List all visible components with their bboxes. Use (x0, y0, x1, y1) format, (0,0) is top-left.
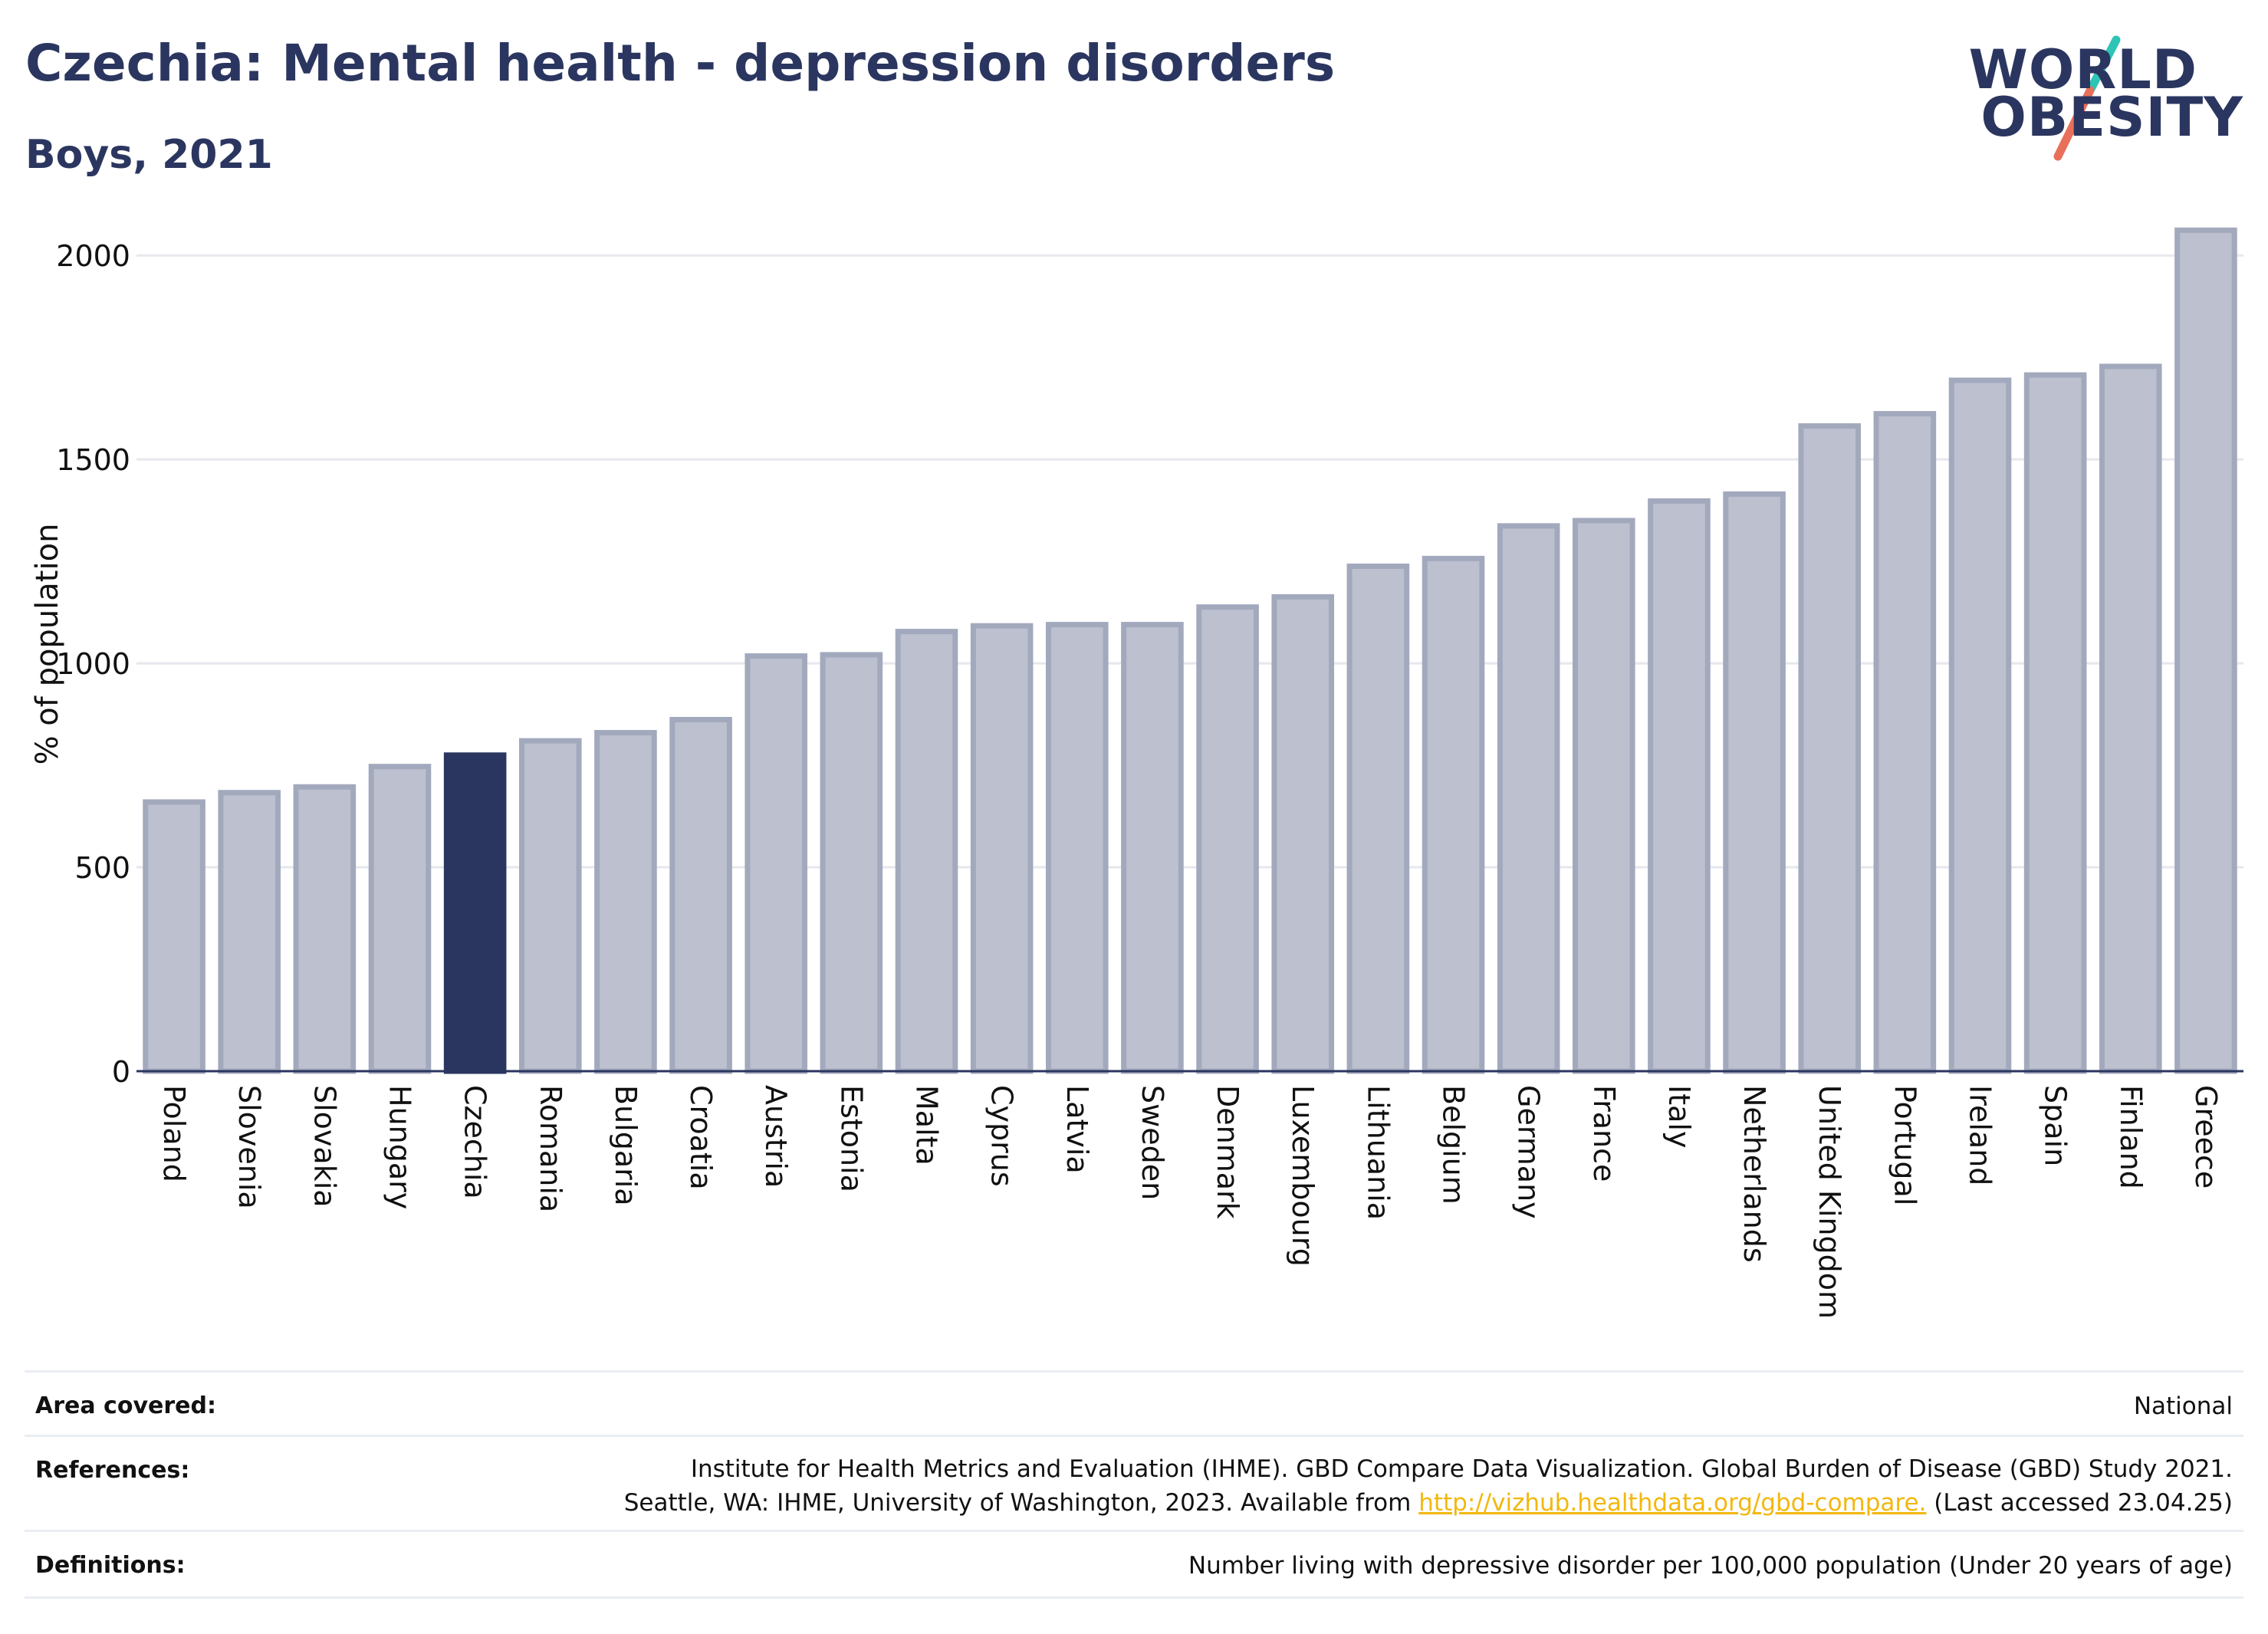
bar-latvia[interactable] (1045, 622, 1109, 1074)
y-tick-label: 0 (112, 1055, 130, 1089)
x-tick-label: Cyprus (985, 1085, 1019, 1187)
bar-belgium[interactable] (1422, 555, 1485, 1074)
bar-croatia[interactable] (669, 716, 732, 1074)
bar-italy[interactable] (1648, 498, 1711, 1074)
bar-hungary[interactable] (368, 764, 432, 1074)
footer-row-definitions: Definitions: Number living with depressi… (25, 1530, 2243, 1599)
bar-malta[interactable] (895, 629, 958, 1074)
x-tick-label: Slovakia (307, 1085, 341, 1208)
bar-spain[interactable] (2023, 372, 2087, 1074)
bar-denmark[interactable] (1196, 604, 1259, 1074)
bar-estonia[interactable] (820, 652, 883, 1074)
references-line-2-post: (Last accessed 23.04.25) (1926, 1489, 2233, 1517)
x-tick-label: Romania (534, 1085, 567, 1212)
bar-finland[interactable] (2099, 363, 2162, 1074)
footer-row-area: Area covered: National (25, 1370, 2243, 1437)
x-tick-label: United Kingdom (1813, 1085, 1846, 1319)
bar-bulgaria[interactable] (594, 730, 657, 1074)
bar-lithuania[interactable] (1346, 564, 1410, 1074)
x-tick-label: Austria (759, 1085, 793, 1188)
chart-title: Czechia: Mental health - depression diso… (25, 34, 1336, 93)
area-covered-value: National (2133, 1392, 2233, 1420)
bar-slovenia[interactable] (218, 790, 281, 1074)
x-tick-label: Poland (157, 1085, 191, 1182)
area-covered-label: Area covered: (35, 1392, 216, 1419)
logo-word-world: WORLD (1968, 38, 2197, 101)
x-tick-label: Czechia (459, 1085, 492, 1199)
x-tick-label: Germany (1512, 1085, 1546, 1219)
bar-romania[interactable] (518, 738, 582, 1074)
x-tick-label: Bulgaria (609, 1085, 643, 1206)
x-tick-label: Luxembourg (1286, 1085, 1320, 1267)
x-tick-label: Ireland (1964, 1085, 1997, 1185)
x-tick-label: Belgium (1437, 1085, 1471, 1205)
x-tick-label: Hungary (383, 1085, 417, 1209)
x-tick-label: Croatia (684, 1085, 718, 1190)
references-line-2: Seattle, WA: IHME, University of Washing… (624, 1486, 2233, 1520)
footer-row-references: References: Institute for Health Metrics… (25, 1435, 2243, 1532)
bar-netherlands[interactable] (1723, 491, 1786, 1074)
x-tick-labels: Poland Slovenia Slovakia Hungary Czechia Roma… (157, 1085, 2223, 1319)
x-tick-label: Lithuania (1361, 1085, 1395, 1220)
world-obesity-logo: WORLD OBESITY (1969, 35, 2243, 161)
x-tick-label: Spain (2039, 1085, 2072, 1166)
x-tick-label: Netherlands (1737, 1085, 1771, 1263)
definitions-label: Definitions: (35, 1552, 186, 1579)
references-value: Institute for Health Metrics and Evaluat… (624, 1452, 2233, 1520)
y-tick-label: 500 (74, 851, 130, 885)
references-link[interactable]: http://vizhub.healthdata.org/gbd-compare… (1418, 1489, 1927, 1517)
x-tick-label: Estonia (834, 1085, 868, 1192)
bar-luxembourg[interactable] (1271, 593, 1335, 1074)
bar-slovakia[interactable] (293, 784, 357, 1074)
x-tick-label: Portugal (1888, 1085, 1921, 1205)
x-tick-label: Denmark (1211, 1085, 1244, 1219)
y-tick-label: 1500 (56, 443, 130, 477)
bar-greece[interactable] (2174, 227, 2237, 1074)
references-line-1: Institute for Health Metrics and Evaluat… (690, 1455, 2233, 1483)
bar-czechia[interactable] (443, 752, 507, 1074)
x-tick-label: Greece (2189, 1085, 2223, 1189)
bar-poland[interactable] (143, 799, 205, 1074)
x-tick-label: Sweden (1136, 1085, 1169, 1200)
bar-france[interactable] (1572, 518, 1635, 1074)
x-tick-label: Latvia (1060, 1085, 1094, 1174)
x-tick-label: Finland (2114, 1085, 2148, 1189)
chart-subtitle: Boys, 2021 (25, 132, 273, 178)
bar-sweden[interactable] (1121, 622, 1184, 1074)
bar-ireland[interactable] (1948, 377, 2012, 1074)
references-label: References: (35, 1457, 190, 1484)
y-tick-label: 1000 (56, 647, 130, 681)
logo-slash-icon (2053, 35, 2121, 161)
bar-portugal[interactable] (1873, 411, 1937, 1074)
bar-united-kingdom[interactable] (1798, 423, 1862, 1074)
bars (143, 227, 2237, 1074)
logo-word-obesity: OBESITY (1980, 86, 2243, 149)
x-tick-label: Italy (1662, 1085, 1696, 1148)
y-tick-label: 2000 (56, 239, 130, 273)
bar-chart: 0 500 1000 1500 2000 Poland Slovenia Slovakia H… (56, 227, 2243, 1319)
definitions-value: Number living with depressive disorder p… (1188, 1552, 2233, 1580)
bar-cyprus[interactable] (970, 623, 1034, 1074)
bar-germany[interactable] (1497, 523, 1560, 1074)
x-tick-label: France (1587, 1085, 1621, 1182)
x-tick-label: Malta (910, 1085, 944, 1165)
references-line-2-pre: Seattle, WA: IHME, University of Washing… (623, 1489, 1419, 1517)
y-tick-labels: 0 500 1000 1500 2000 (56, 239, 130, 1089)
bar-austria[interactable] (744, 653, 808, 1074)
x-tick-label: Slovenia (232, 1085, 266, 1209)
